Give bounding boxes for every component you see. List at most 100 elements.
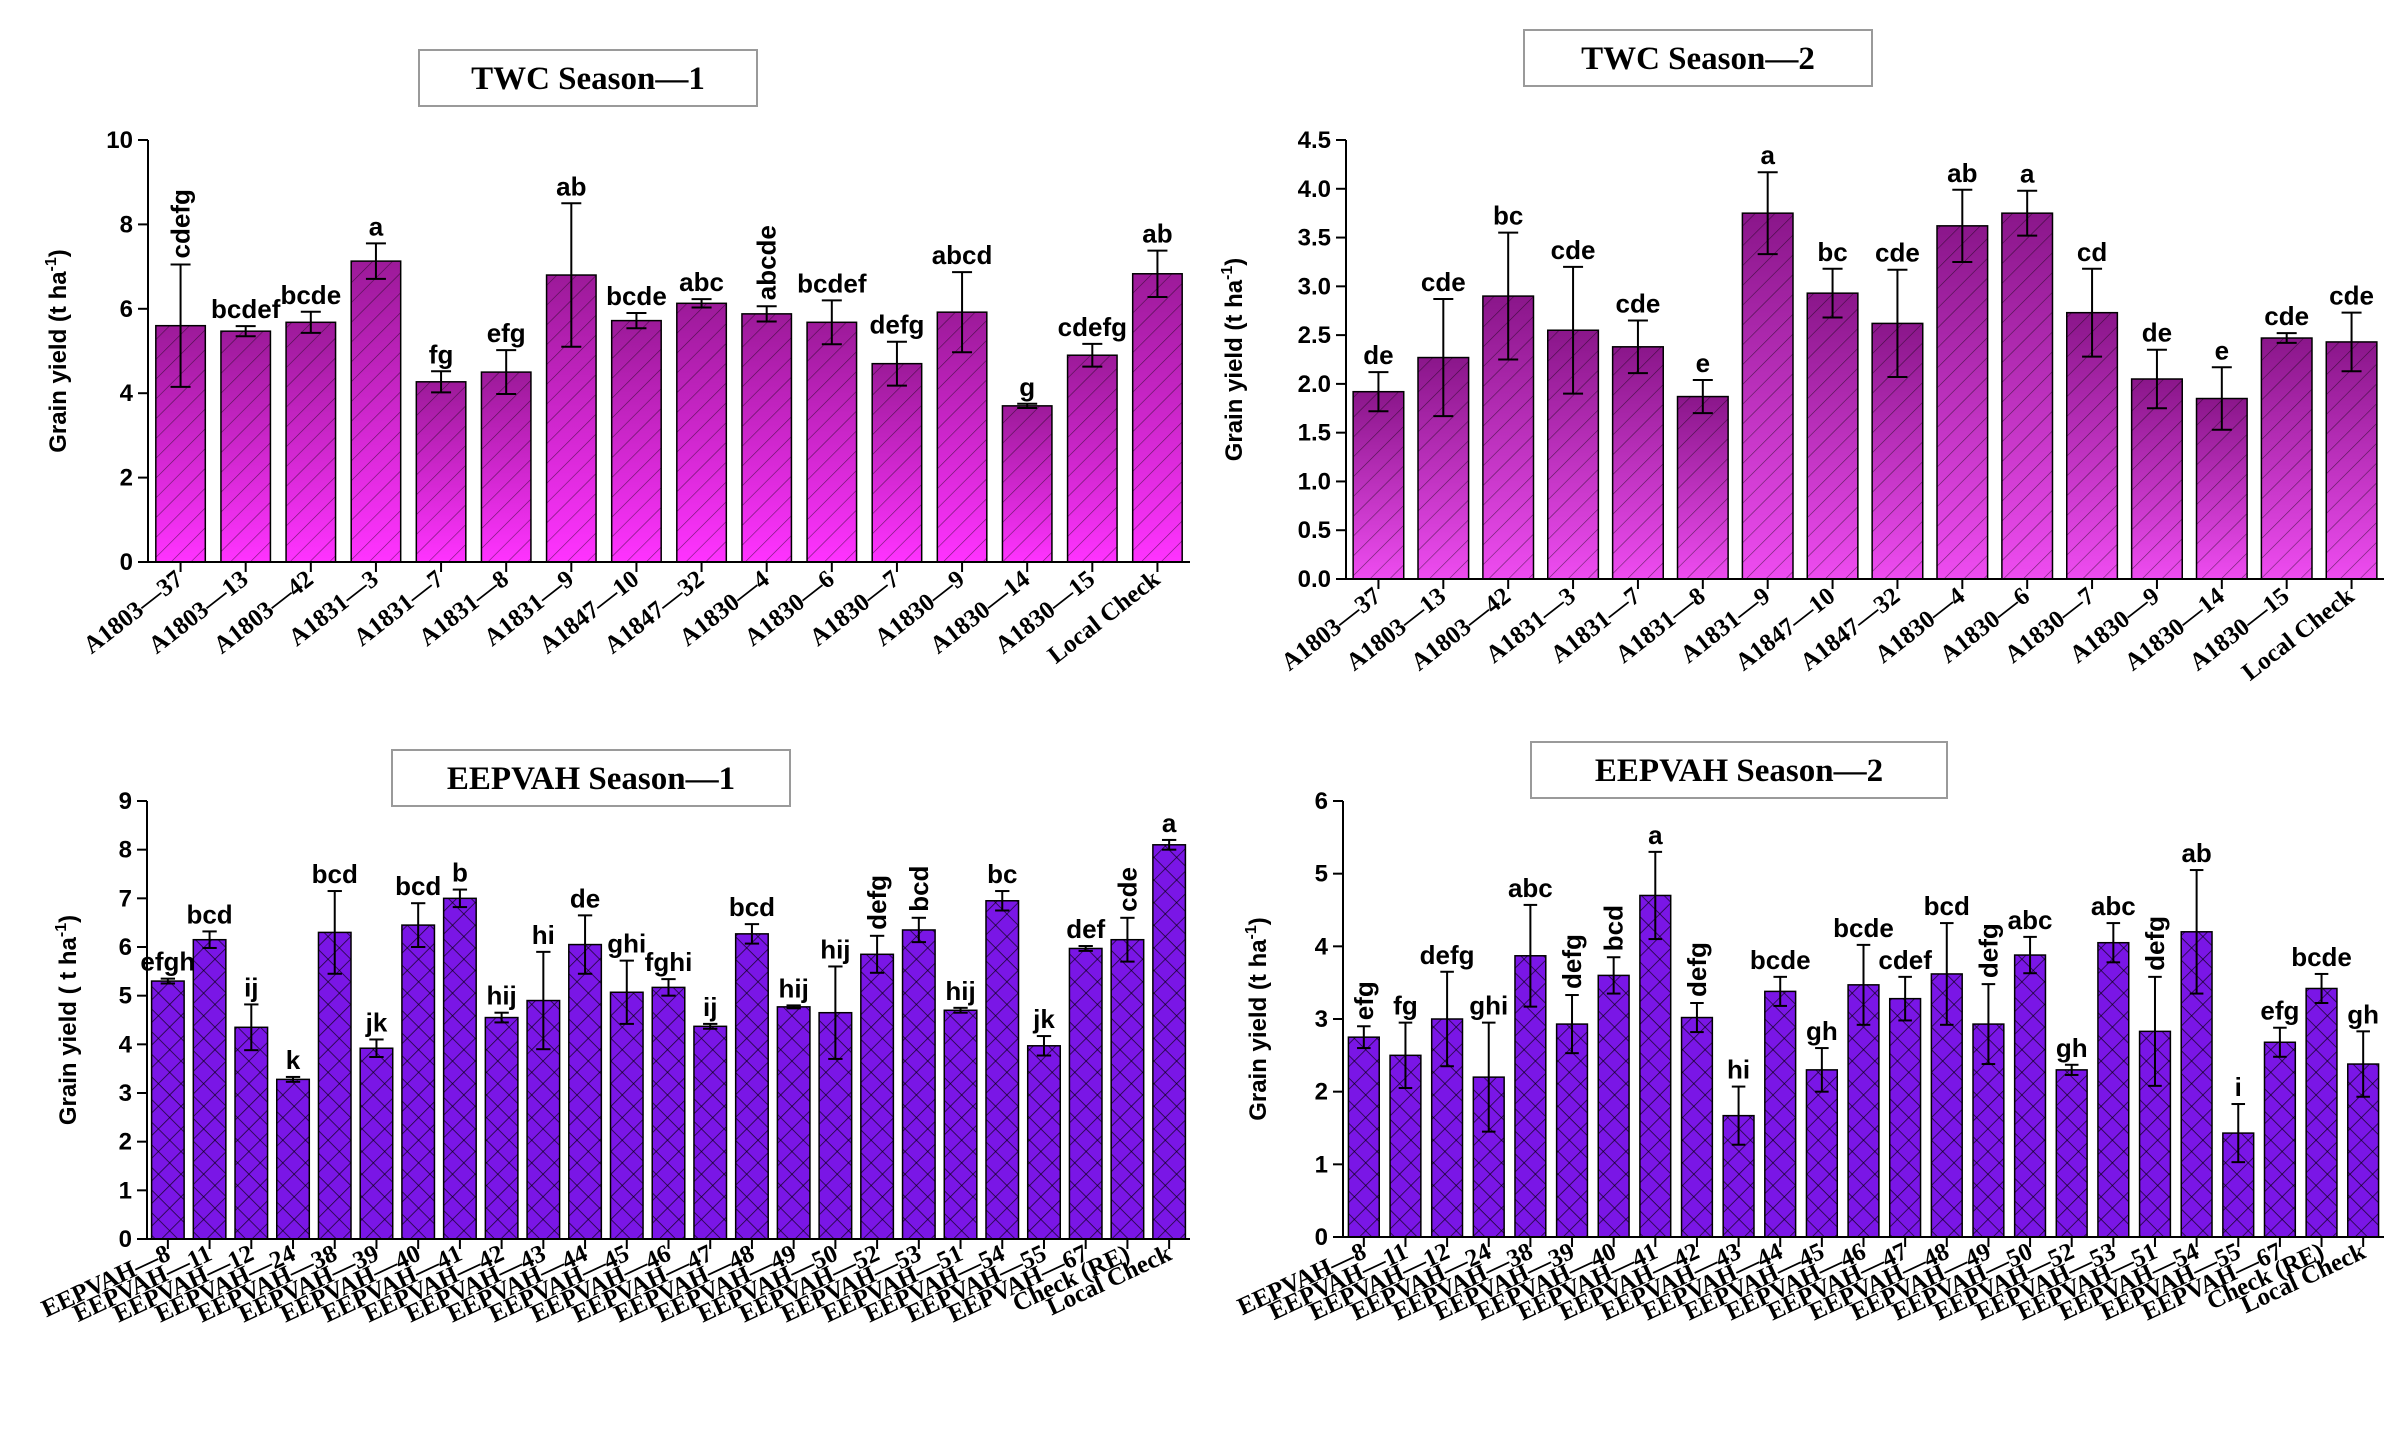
error-bar bbox=[1856, 943, 1871, 1026]
error-bar bbox=[1563, 265, 1584, 395]
bar-pattern bbox=[807, 322, 857, 562]
significance-letter: abc bbox=[2091, 891, 2136, 921]
significance-letter: cdefg bbox=[166, 189, 196, 258]
bar-pattern bbox=[351, 261, 401, 562]
error-bar bbox=[285, 1075, 301, 1083]
y-axis-label: Grain yield (t ha-1) bbox=[1243, 917, 1272, 1121]
significance-letter: ij bbox=[703, 992, 717, 1022]
chart-eepvah-season-1: EEPVAH Season—1 efgh bcd ij k bcd jk bcd b hij hi d… bbox=[0, 721, 1196, 1442]
bar-pattern bbox=[286, 322, 336, 562]
bar-pattern bbox=[860, 954, 894, 1239]
error-bar bbox=[1481, 1021, 1496, 1133]
error-bar bbox=[1368, 371, 1389, 413]
error-bar bbox=[327, 890, 342, 975]
bar-pattern bbox=[485, 1017, 518, 1239]
bar-pattern bbox=[2264, 1042, 2296, 1237]
significance-letter: a bbox=[2020, 159, 2035, 189]
y-tick-label: 2 bbox=[120, 465, 133, 492]
error-bar bbox=[2017, 189, 2038, 237]
y-tick-label: 0.5 bbox=[1298, 517, 1331, 544]
bar-pattern bbox=[1677, 396, 1729, 579]
significance-letter: bc bbox=[1493, 201, 1523, 231]
significance-letter: bc bbox=[987, 859, 1017, 889]
bar-pattern bbox=[443, 898, 477, 1239]
y-tick-label: 2 bbox=[1315, 1079, 1328, 1106]
bar-pattern bbox=[2001, 213, 2053, 579]
significance-letter: bcd bbox=[1924, 891, 1970, 921]
error-bar bbox=[561, 202, 582, 348]
error-bar bbox=[1078, 945, 1093, 952]
significance-letter: bcdef bbox=[797, 268, 867, 298]
error-bar bbox=[452, 888, 468, 909]
y-tick-label: 3 bbox=[119, 1080, 132, 1107]
y-tick-label: 4 bbox=[120, 380, 134, 407]
significance-letter: defg bbox=[1557, 934, 1587, 989]
error-bar bbox=[2356, 1030, 2370, 1098]
significance-letter: de bbox=[1363, 340, 1393, 370]
bar-pattern bbox=[693, 1026, 727, 1239]
y-tick-label: 4 bbox=[1315, 933, 1329, 960]
significance-letter: ij bbox=[244, 972, 258, 1002]
error-bar bbox=[869, 934, 885, 974]
error-bar bbox=[1648, 850, 1663, 941]
error-bar bbox=[170, 263, 191, 388]
y-tick-label: 7 bbox=[119, 885, 132, 912]
y-tick-label: 3.0 bbox=[1298, 273, 1331, 300]
significance-letter: efg bbox=[487, 318, 526, 348]
error-bar bbox=[2273, 1026, 2287, 1058]
y-tick-label: 0 bbox=[120, 549, 133, 576]
error-bar bbox=[2148, 975, 2162, 1087]
error-bar bbox=[1357, 1025, 1371, 1050]
error-bar bbox=[1147, 249, 1168, 298]
significance-letter: de bbox=[2142, 318, 2172, 348]
error-bar bbox=[300, 310, 321, 334]
significance-letter: e bbox=[1696, 348, 1710, 378]
significance-letter: cde bbox=[1112, 867, 1142, 912]
y-tick-label: 8 bbox=[119, 837, 132, 864]
y-tick-label: 4.0 bbox=[1298, 176, 1331, 203]
significance-letter: bcd bbox=[1599, 905, 1629, 951]
error-bar bbox=[828, 965, 843, 1060]
significance-letter: efgh bbox=[140, 947, 195, 977]
bar-pattern bbox=[652, 987, 685, 1239]
bar-pattern bbox=[937, 312, 987, 562]
significance-letter: bcde bbox=[1750, 945, 1811, 975]
error-bar bbox=[1161, 838, 1177, 851]
bar-pattern bbox=[360, 1048, 393, 1239]
bar-pattern bbox=[151, 981, 185, 1239]
significance-letter: cd bbox=[2077, 237, 2107, 267]
significance-letter: a bbox=[369, 211, 384, 241]
bar-pattern bbox=[1807, 293, 1858, 579]
chart-title-box bbox=[418, 49, 758, 107]
significance-letter: i bbox=[2235, 1072, 2242, 1102]
y-tick-label: 8 bbox=[120, 211, 133, 238]
error-bar bbox=[369, 1038, 384, 1058]
error-bar bbox=[1815, 1047, 1829, 1093]
bar-pattern bbox=[1027, 1045, 1061, 1239]
bar-pattern bbox=[1111, 939, 1144, 1239]
significance-letter: hij bbox=[778, 973, 808, 1003]
significance-letter: defg bbox=[1682, 942, 1712, 997]
bar-pattern bbox=[1848, 984, 1879, 1237]
chart-title: EEPVAH Season—1 bbox=[447, 761, 735, 797]
bar-pattern bbox=[1353, 391, 1404, 579]
y-tick-label: 6 bbox=[1315, 788, 1328, 815]
significance-letter: ab bbox=[2181, 838, 2211, 868]
significance-letter: bcde bbox=[1833, 913, 1894, 943]
bar-pattern bbox=[944, 1010, 977, 1239]
significance-letter: jk bbox=[1032, 1004, 1055, 1034]
significance-letter: k bbox=[286, 1045, 301, 1075]
significance-letter: efg bbox=[2260, 996, 2299, 1026]
bar-pattern bbox=[735, 933, 769, 1239]
significance-letter: bcdef bbox=[211, 294, 281, 324]
y-tick-label: 6 bbox=[120, 296, 133, 323]
bar-pattern bbox=[1152, 844, 1186, 1239]
significance-letter: g bbox=[1019, 372, 1035, 402]
bar-pattern bbox=[1742, 213, 1793, 579]
bar-pattern bbox=[2097, 942, 2129, 1237]
bar-pattern bbox=[1067, 355, 1118, 562]
significance-letter: cde bbox=[1616, 288, 1661, 318]
